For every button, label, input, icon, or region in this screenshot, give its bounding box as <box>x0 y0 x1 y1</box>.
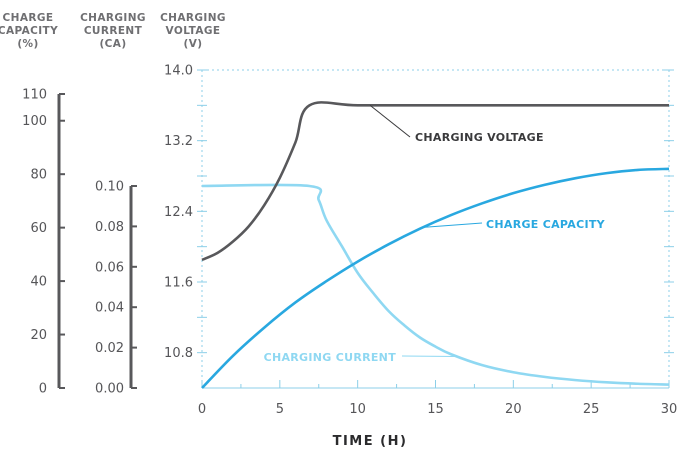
capacity-axis-header-line-3: (%) <box>17 38 38 50</box>
current-axis-header-line-3: (CA) <box>99 38 126 50</box>
x-tick-label: 15 <box>427 402 444 417</box>
capacity-tick-label: 0 <box>39 382 47 397</box>
current-tick-label: 0.02 <box>95 341 124 356</box>
x-tick-label: 30 <box>661 402 678 417</box>
voltage-tick-label: 12.4 <box>164 205 193 220</box>
current-tick-label: 0.04 <box>95 301 124 316</box>
current-axis-header-line-1: CHARGING <box>80 12 146 24</box>
charging-current-annotation: CHARGING CURRENT <box>264 351 397 364</box>
x-axis-title: TIME (H) <box>333 434 408 449</box>
voltage-tick-label: 13.2 <box>164 134 193 149</box>
capacity-tick-label: 20 <box>30 328 47 343</box>
voltage-axis-header-line-2: VOLTAGE <box>166 25 221 37</box>
current-tick-label: 0.08 <box>95 220 124 235</box>
capacity-tick-label: 110 <box>22 88 47 103</box>
capacity-axis-header-line-1: CHARGE <box>3 12 54 24</box>
capacity-axis-header-line-2: CAPACITY <box>0 25 58 37</box>
capacity-tick-label: 100 <box>22 114 47 129</box>
charge-capacity-annotation: CHARGE CAPACITY <box>486 218 606 231</box>
x-tick-label: 0 <box>198 402 206 417</box>
capacity-tick-label: 60 <box>30 221 47 236</box>
capacity-tick-label: 80 <box>30 168 47 183</box>
voltage-axis-header-line-1: CHARGING <box>160 12 226 24</box>
capacity-tick-label: 40 <box>30 275 47 290</box>
series-lines <box>202 102 669 388</box>
charging-voltage-annotation: CHARGING VOLTAGE <box>415 131 544 144</box>
x-tick-label: 25 <box>583 402 600 417</box>
x-tick-label: 20 <box>505 402 522 417</box>
voltage-tick-label: 14.0 <box>164 64 193 79</box>
x-tick-label: 10 <box>349 402 366 417</box>
voltage-tick-label: 10.8 <box>164 346 193 361</box>
current-tick-label: 0.00 <box>95 382 124 397</box>
charging-voltage-line <box>202 102 669 260</box>
current-axis-header-line-2: CURRENT <box>84 25 143 37</box>
series-annotations: CHARGING VOLTAGE CHARGE CAPACITY CHARGING … <box>264 105 606 364</box>
current-tick-label: 0.06 <box>95 260 124 275</box>
voltage-tick-label: 11.6 <box>164 276 193 291</box>
voltage-axis-header: CHARGING VOLTAGE (V) <box>160 12 226 50</box>
current-tick-label: 0.10 <box>95 180 124 195</box>
capacity-axis-header: CHARGE CAPACITY (%) <box>0 12 58 50</box>
x-tick-label: 5 <box>276 402 284 417</box>
current-axis-header: CHARGING CURRENT (CA) <box>80 12 146 50</box>
charging-voltage-annotation-leader <box>370 105 410 137</box>
voltage-axis-header-line-3: (V) <box>184 38 203 50</box>
